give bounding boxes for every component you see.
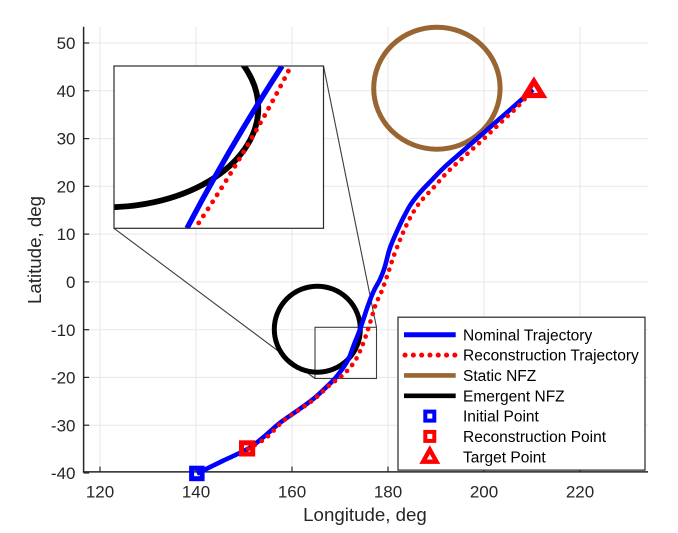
svg-text:-20: -20 (51, 369, 76, 388)
svg-text:Nominal Trajectory: Nominal Trajectory (463, 327, 592, 344)
svg-text:200: 200 (470, 482, 498, 501)
svg-text:-10: -10 (51, 321, 76, 340)
svg-text:30: 30 (57, 130, 76, 149)
svg-text:220: 220 (566, 482, 594, 501)
svg-text:Latitude, deg: Latitude, deg (24, 196, 45, 304)
svg-text:50: 50 (57, 34, 76, 53)
svg-text:10: 10 (57, 225, 76, 244)
svg-text:140: 140 (182, 482, 210, 501)
svg-text:120: 120 (86, 482, 114, 501)
svg-text:Static NFZ: Static NFZ (463, 368, 536, 385)
svg-text:Target Point: Target Point (463, 449, 546, 466)
svg-text:20: 20 (57, 177, 76, 196)
svg-text:-30: -30 (51, 416, 76, 435)
svg-text:Longitude, deg: Longitude, deg (303, 504, 427, 525)
svg-text:40: 40 (57, 82, 76, 101)
svg-text:160: 160 (278, 482, 306, 501)
svg-text:180: 180 (374, 482, 402, 501)
svg-text:Emergent NFZ: Emergent NFZ (463, 388, 565, 405)
svg-text:Initial Point: Initial Point (463, 409, 540, 426)
svg-text:Reconstruction Trajectory: Reconstruction Trajectory (463, 348, 639, 365)
svg-text:-40: -40 (51, 464, 76, 483)
svg-text:0: 0 (66, 273, 75, 292)
svg-text:Reconstruction Point: Reconstruction Point (463, 429, 607, 446)
